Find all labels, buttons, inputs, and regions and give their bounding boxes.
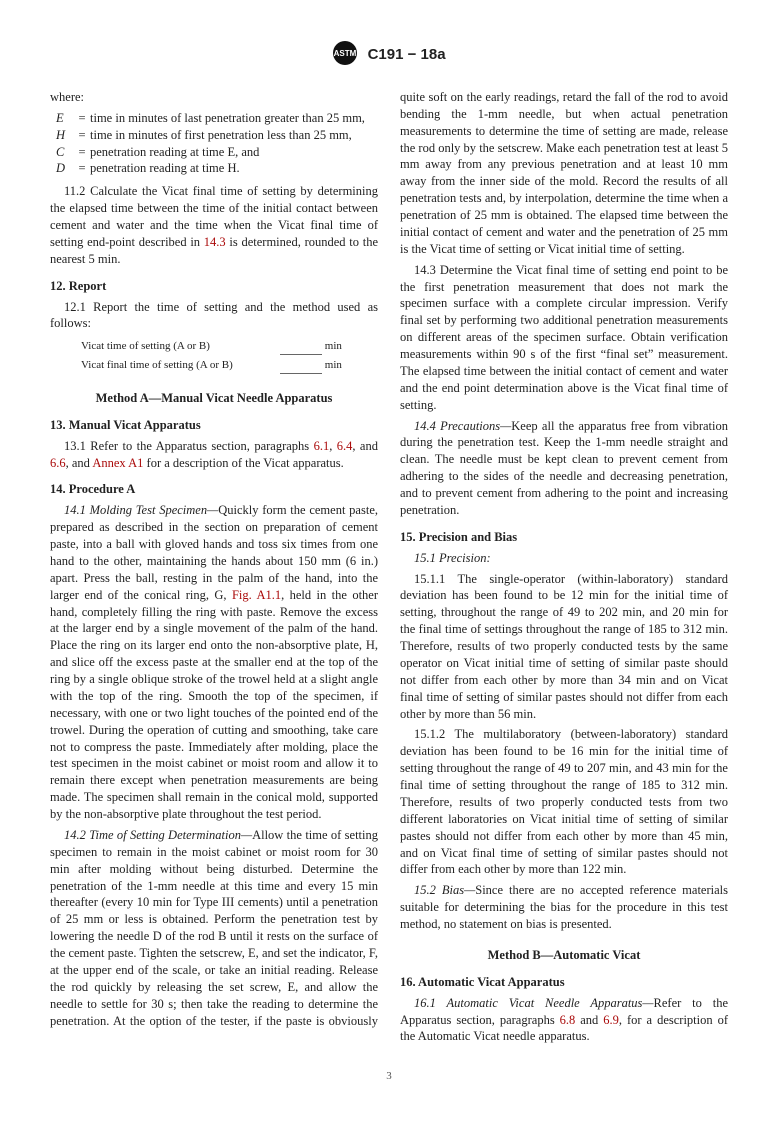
- where-row: C=penetration reading at time E, and: [56, 144, 378, 161]
- section-13-heading: 13. Manual Vicat Apparatus: [50, 417, 378, 434]
- where-list: E=time in minutes of last penetration gr…: [56, 110, 378, 178]
- section-16-heading: 16. Automatic Vicat Apparatus: [400, 974, 728, 991]
- page-header: ASTM C191 − 18a: [50, 40, 728, 71]
- para-15-1-head: 15.1 Precision:: [400, 550, 728, 567]
- xref-14-3[interactable]: 14.3: [204, 235, 226, 249]
- para-12-1: 12.1 Report the time of setting and the …: [50, 299, 378, 333]
- where-label: where:: [50, 89, 378, 106]
- report-table: Vicat time of setting (A or B)min Vicat …: [78, 336, 345, 376]
- where-row: E=time in minutes of last penetration gr…: [56, 110, 378, 127]
- xref-6-4[interactable]: 6.4: [337, 439, 353, 453]
- section-15-heading: 15. Precision and Bias: [400, 529, 728, 546]
- xref-6-6[interactable]: 6.6: [50, 456, 66, 470]
- where-row: D=penetration reading at time H.: [56, 160, 378, 177]
- para-15-1-1: 15.1.1 The single-operator (within-labor…: [400, 571, 728, 723]
- xref-6-9[interactable]: 6.9: [603, 1013, 619, 1027]
- xref-annex-a1[interactable]: Annex A1: [92, 456, 143, 470]
- report-row-label: Vicat time of setting (A or B): [80, 338, 234, 355]
- svg-text:ASTM: ASTM: [334, 49, 357, 58]
- section-14-heading: 14. Procedure A: [50, 481, 378, 498]
- document-id: C191 − 18a: [368, 45, 446, 65]
- xref-6-8[interactable]: 6.8: [560, 1013, 576, 1027]
- para-15-2: 15.2 Bias—Since there are no accepted re…: [400, 882, 728, 933]
- para-13-1: 13.1 Refer to the Apparatus section, par…: [50, 438, 378, 472]
- para-14-4: 14.4 Precautions—Keep all the apparatus …: [400, 418, 728, 519]
- para-16-1: 16.1 Automatic Vicat Needle Apparatus—Re…: [400, 995, 728, 1046]
- body-columns: where: E=time in minutes of last penetra…: [50, 89, 728, 1045]
- para-14-1: 14.1 Molding Test Specimen—Quickly form …: [50, 502, 378, 823]
- para-11-2: 11.2 Calculate the Vicat final time of s…: [50, 183, 378, 267]
- para-15-1-2: 15.1.2 The multilaboratory (between-labo…: [400, 726, 728, 878]
- xref-fig-a1-1[interactable]: Fig. A1.1: [232, 588, 281, 602]
- report-blank: [280, 357, 322, 374]
- astm-logo: ASTM: [332, 40, 358, 71]
- xref-6-1[interactable]: 6.1: [314, 439, 330, 453]
- section-12-heading: 12. Report: [50, 278, 378, 295]
- where-row: H=time in minutes of first penetration l…: [56, 127, 378, 144]
- page-number: 3: [50, 1069, 728, 1084]
- report-row-label: Vicat final time of setting (A or B): [80, 357, 234, 374]
- report-blank: [280, 338, 322, 355]
- method-b-heading: Method B—Automatic Vicat: [400, 947, 728, 964]
- method-a-heading: Method A—Manual Vicat Needle Apparatus: [50, 390, 378, 407]
- para-14-3: 14.3 Determine the Vicat final time of s…: [400, 262, 728, 414]
